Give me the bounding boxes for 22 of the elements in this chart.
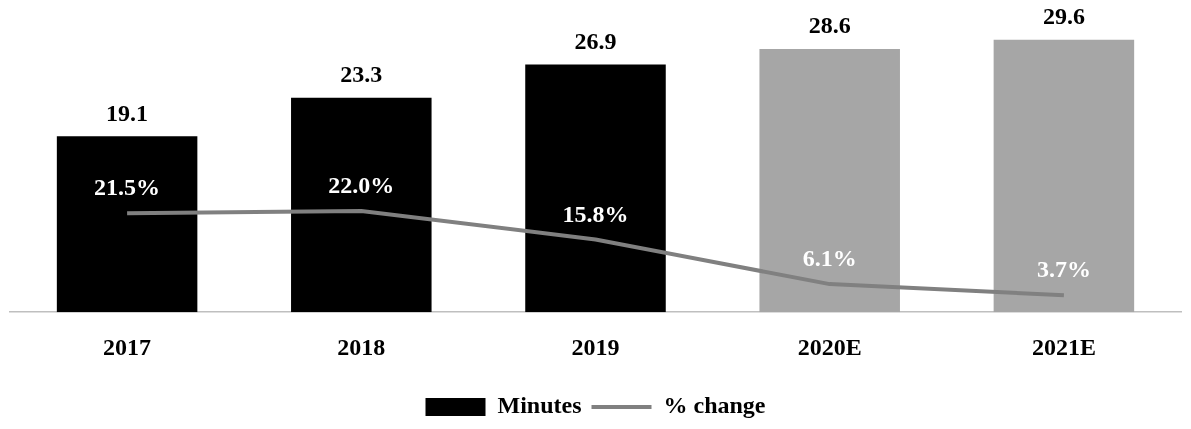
legend-label: % change [663, 392, 766, 419]
bar [993, 39, 1135, 313]
data-label: 29.6 [1042, 2, 1085, 29]
data-label: 26.9 [574, 27, 617, 54]
legend-label: Minutes [497, 392, 582, 419]
bar [291, 97, 432, 313]
x-tick-label: 2017 [103, 333, 152, 360]
data-label: 28.6 [808, 12, 851, 39]
data-label: 19.1 [106, 99, 149, 126]
x-tick-label: 2020E [797, 333, 862, 360]
data-label: 21.5% [94, 174, 161, 201]
bar [759, 48, 900, 313]
bar [56, 136, 198, 313]
x-tick-label: 2019 [571, 333, 620, 360]
x-tick-label: 2018 [337, 333, 386, 360]
x-tick-label: 2021E [1031, 333, 1096, 360]
data-label: 6.1% [802, 245, 857, 272]
data-label: 22.0% [328, 172, 395, 199]
data-label: 3.7% [1036, 256, 1091, 283]
data-label: 15.8% [562, 200, 629, 227]
data-label: 23.3 [340, 60, 383, 87]
bar [525, 64, 666, 313]
